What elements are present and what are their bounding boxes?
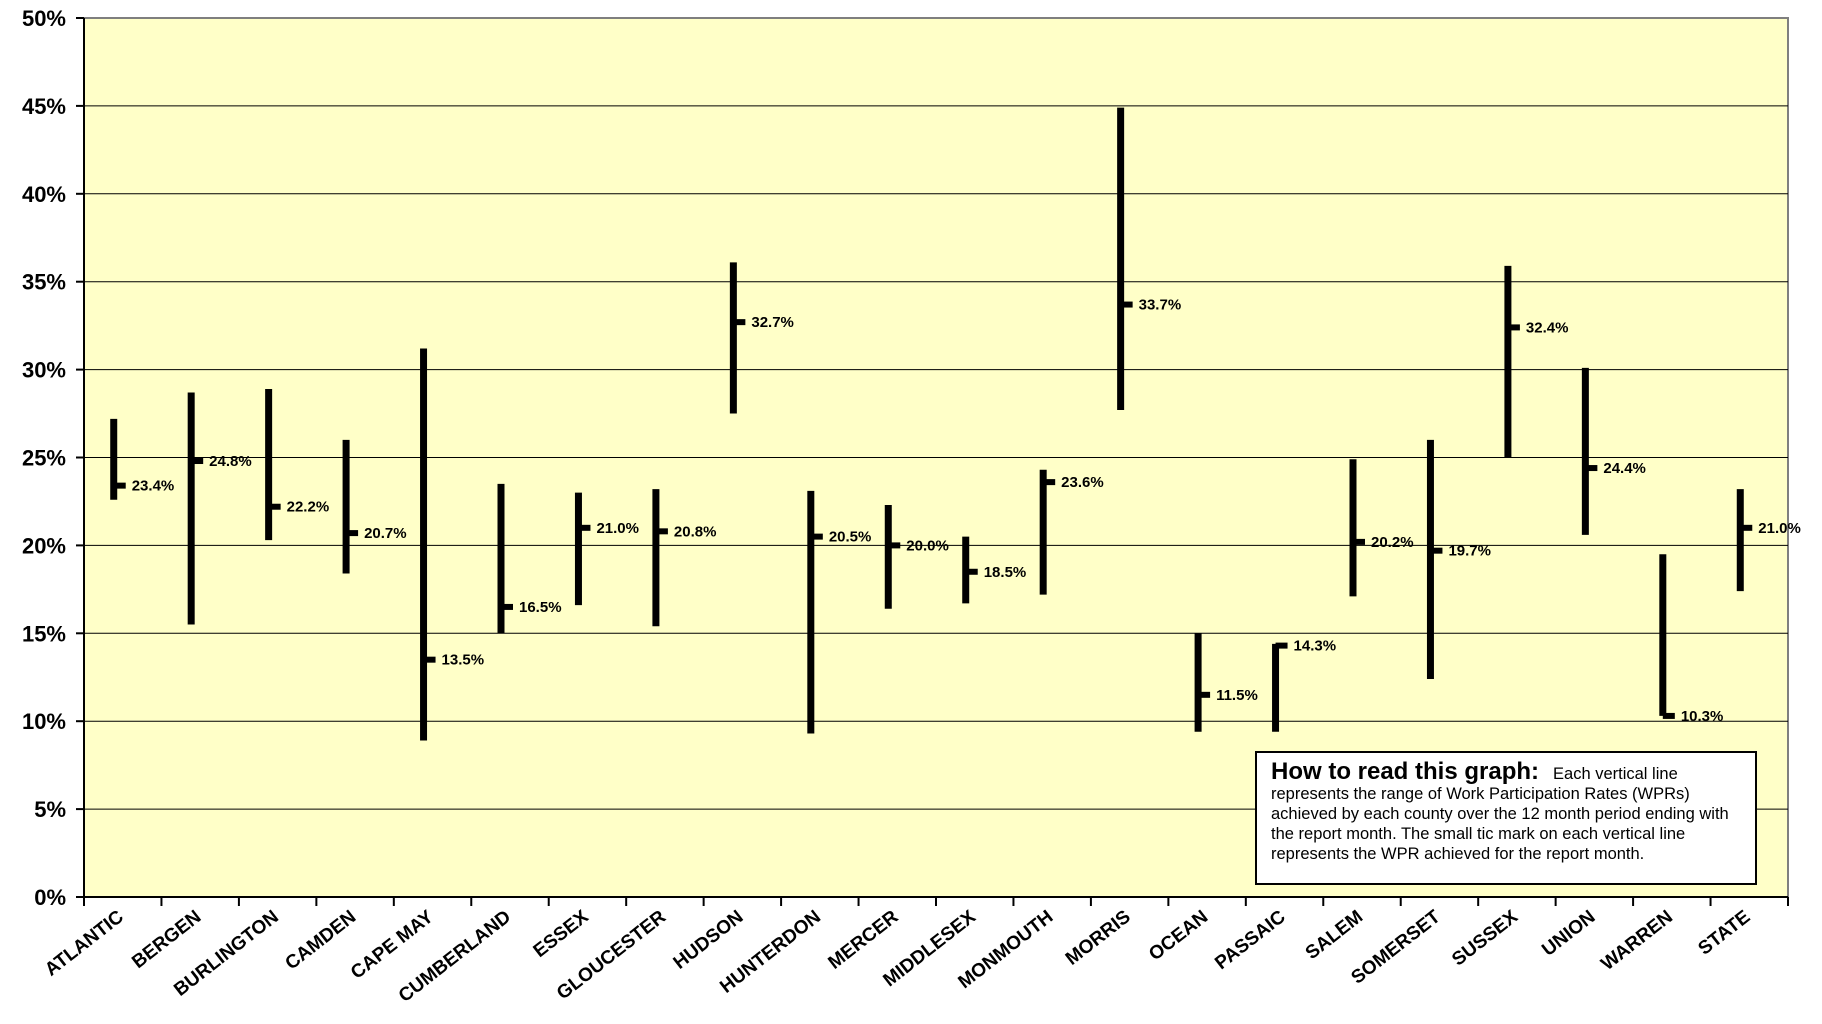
- x-tick-label: HUDSON: [670, 906, 748, 973]
- y-tick-label: 0%: [34, 885, 66, 910]
- value-label: 18.5%: [984, 564, 1027, 581]
- value-label: 33.7%: [1139, 297, 1182, 314]
- value-label: 23.4%: [132, 478, 175, 495]
- x-tick-label: SUSSEX: [1448, 906, 1522, 970]
- x-tick-label: CAMDEN: [282, 906, 361, 974]
- value-label: 22.2%: [287, 499, 330, 516]
- value-label: 21.0%: [1758, 520, 1801, 537]
- y-tick-label: 30%: [22, 358, 66, 383]
- x-tick-label: ESSEX: [530, 906, 593, 962]
- value-label: 10.3%: [1681, 708, 1724, 725]
- value-label: 20.5%: [829, 529, 872, 546]
- value-label: 16.5%: [519, 599, 562, 616]
- y-tick-label: 15%: [22, 621, 66, 646]
- x-tick-label: MORRIS: [1062, 906, 1135, 969]
- value-label: 20.7%: [364, 525, 407, 542]
- y-tick-label: 5%: [34, 797, 66, 822]
- y-tick-label: 35%: [22, 270, 66, 295]
- value-label: 20.8%: [674, 523, 717, 540]
- y-tick-label: 10%: [22, 709, 66, 734]
- x-tick-label: OCEAN: [1145, 906, 1212, 965]
- value-label: 32.4%: [1526, 319, 1569, 336]
- x-tick-label: STATE: [1695, 906, 1755, 959]
- value-label: 20.0%: [906, 537, 949, 554]
- y-axis: 0% 5% 10% 15% 20% 25% 30% 35% 40% 45% 50%: [22, 6, 85, 910]
- y-tick-label: 40%: [22, 182, 66, 207]
- value-label: 24.4%: [1603, 460, 1646, 477]
- range-marks: 23.4% 24.8% 22.2% 20.7% 13.5% 16.5% 21.0% 20.8%…: [110, 107, 1801, 741]
- value-label: 13.5%: [442, 652, 485, 669]
- x-tick-label: MERCER: [825, 906, 903, 973]
- note-title: How to read this graph:: [1271, 758, 1540, 785]
- value-label: 11.5%: [1216, 687, 1258, 704]
- value-label: 24.8%: [209, 453, 252, 470]
- value-label: 21.0%: [596, 520, 639, 537]
- how-to-read-note: How to read this graph: Each vertical lin…: [1255, 751, 1757, 885]
- y-tick-label: 45%: [22, 94, 66, 119]
- value-label: 32.7%: [751, 314, 794, 331]
- value-label: 14.3%: [1294, 638, 1337, 655]
- y-tick-label: 20%: [22, 533, 66, 558]
- x-tick-label: WARREN: [1597, 906, 1676, 975]
- y-tick-label: 25%: [22, 446, 66, 471]
- y-tick-label: 50%: [22, 6, 66, 31]
- value-label: 20.2%: [1371, 534, 1414, 551]
- x-tick-label: UNION: [1538, 906, 1599, 960]
- x-tick-label: SALEM: [1302, 906, 1367, 963]
- x-tick-label: PASSAIC: [1211, 906, 1290, 974]
- x-tick-label: BERGEN: [128, 906, 205, 973]
- value-label: 19.7%: [1448, 543, 1491, 560]
- value-label: 23.6%: [1061, 474, 1104, 491]
- note-text: Each vertical line represents the range …: [1271, 765, 1729, 863]
- x-tick-label: ATLANTIC: [41, 906, 128, 980]
